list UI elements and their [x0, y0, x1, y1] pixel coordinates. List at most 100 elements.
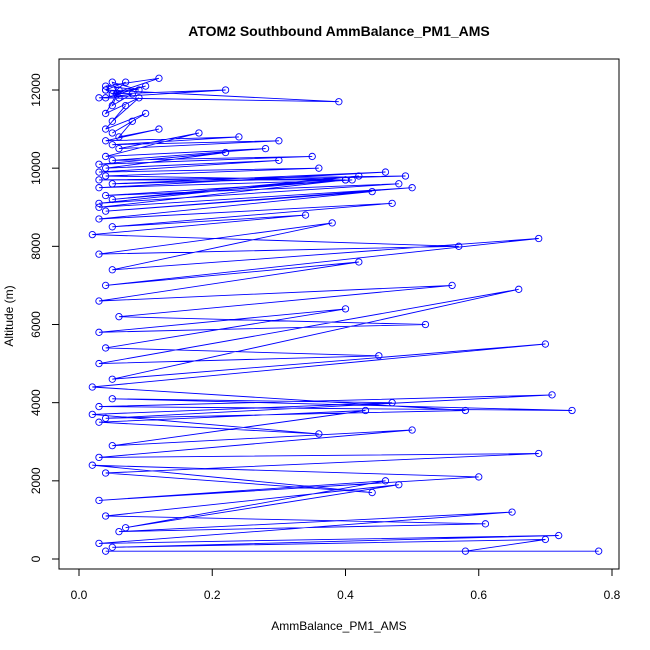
x-tick-label: 0.4	[337, 588, 354, 602]
data-point	[88, 230, 96, 239]
data-point	[548, 391, 556, 399]
data-point	[275, 137, 283, 145]
data-point	[315, 430, 323, 438]
data-point	[368, 187, 376, 196]
data-point	[388, 199, 396, 207]
data-point	[95, 215, 103, 223]
data-point	[315, 164, 323, 172]
data-point	[102, 137, 110, 145]
data-point	[102, 547, 110, 555]
data-point	[108, 141, 116, 149]
data-point	[95, 539, 103, 548]
y-tick-label: 8000	[29, 233, 43, 260]
data-point	[108, 266, 116, 274]
data-point	[155, 125, 163, 133]
data-point	[95, 402, 103, 411]
data-point	[95, 453, 103, 462]
data-point	[481, 520, 490, 528]
data-point	[341, 176, 350, 184]
data-point	[135, 94, 143, 102]
data-point	[408, 184, 416, 192]
data-point	[221, 86, 230, 94]
data-point	[308, 152, 316, 161]
data-point	[102, 281, 110, 290]
data-point	[102, 344, 110, 352]
data-point	[102, 469, 110, 477]
data-point	[108, 180, 116, 188]
data-point	[155, 74, 163, 82]
data-point	[115, 94, 123, 102]
data-point	[395, 481, 403, 489]
data-point	[568, 406, 576, 415]
data-point	[361, 406, 370, 415]
data-point	[328, 219, 336, 227]
series-layer	[88, 74, 603, 555]
data-point	[221, 148, 230, 157]
data-point	[301, 211, 310, 219]
x-tick-label: 0.2	[204, 588, 221, 602]
data-point	[381, 168, 390, 176]
data-point	[141, 109, 150, 118]
x-tick-label: 0.8	[604, 588, 621, 602]
data-point	[355, 258, 363, 266]
data-point	[102, 164, 110, 172]
data-point	[108, 442, 116, 450]
data-point	[535, 449, 543, 458]
data-point	[102, 125, 110, 133]
data-point	[375, 352, 383, 360]
data-point	[261, 144, 270, 153]
y-tick-label: 2000	[29, 467, 43, 494]
data-point	[88, 410, 96, 419]
data-point	[115, 527, 123, 536]
x-axis-label: AmmBalance_PM1_AMS	[271, 619, 406, 633]
data-point	[102, 207, 110, 215]
data-point	[95, 184, 103, 192]
data-point	[541, 340, 550, 348]
data-point	[108, 129, 116, 137]
data-point	[88, 383, 96, 391]
data-point	[95, 168, 103, 176]
data-point	[102, 512, 110, 520]
data-point	[108, 543, 116, 551]
data-point	[195, 129, 203, 137]
data-point	[95, 199, 103, 207]
data-point	[121, 78, 130, 86]
data-point	[108, 117, 116, 125]
data-point	[102, 414, 110, 422]
data-point	[448, 281, 456, 290]
data-point	[115, 133, 123, 141]
data-point	[115, 144, 123, 153]
data-point	[95, 359, 103, 368]
data-point	[115, 313, 123, 321]
y-tick-label: 0	[29, 555, 43, 562]
data-point	[461, 406, 470, 415]
data-point	[108, 223, 116, 231]
data-point	[102, 82, 110, 90]
chart-title: ATOM2 Southbound AmmBalance_PM1_AMS	[188, 23, 490, 39]
data-point	[102, 172, 110, 180]
data-point	[95, 94, 103, 102]
data-point	[141, 82, 150, 90]
data-point	[381, 477, 390, 485]
data-point	[121, 101, 130, 110]
data-point	[102, 152, 110, 161]
data-point	[95, 160, 103, 168]
data-point	[128, 117, 136, 125]
series-line	[92, 77, 599, 552]
data-point	[108, 156, 116, 165]
data-point	[541, 535, 550, 544]
data-point	[102, 86, 110, 94]
data-point	[121, 524, 130, 532]
data-point	[95, 328, 103, 336]
data-point	[108, 101, 116, 110]
data-point	[275, 156, 283, 165]
data-point	[95, 496, 103, 505]
data-point	[95, 250, 103, 258]
data-point	[388, 399, 396, 407]
axes-layer: 0.0 0.2 0.4 0.6 0.8 0 2000 4000 6000 8000 10000 120…	[29, 73, 621, 602]
y-tick-label: 10000	[29, 151, 43, 185]
data-point	[355, 172, 363, 180]
data-point	[135, 86, 143, 94]
data-point	[95, 297, 103, 305]
